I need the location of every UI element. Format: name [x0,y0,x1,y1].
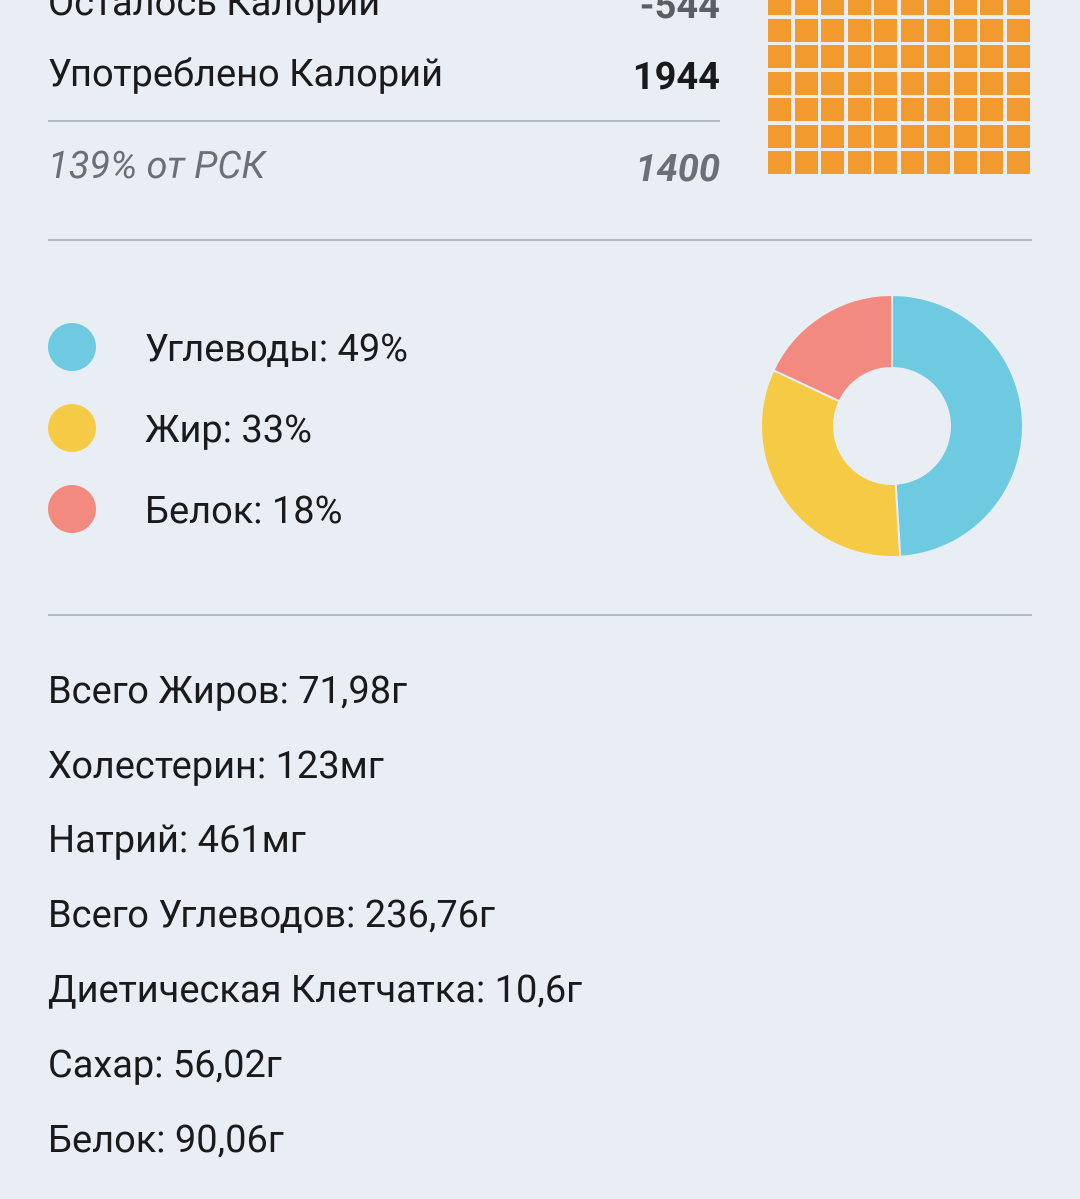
calorie-grid-cell [1006,151,1030,174]
calorie-grid-cell [980,98,1003,121]
calorie-grid-cell [794,45,818,68]
calorie-grid-cell [900,45,924,68]
calorie-grid-cell [821,98,844,121]
calorie-grid-cell [1006,71,1030,95]
calorie-grid-cell [927,71,950,95]
calorie-grid-cell [953,151,977,174]
calorie-grid-cell [768,151,791,174]
calorie-grid-cell [874,18,897,42]
nutrient-cholesterol: Холестерин: 123мг [48,744,384,788]
fat-legend-dot [48,404,96,452]
calorie-grid-cell [794,18,818,42]
calorie-grid-cell [980,0,1003,15]
calorie-grid-cell [847,98,871,121]
section-divider-2 [48,614,1032,616]
calorie-grid-cell [794,0,818,15]
calorie-grid-cell [874,151,897,174]
calorie-grid-cell [847,151,871,174]
donut-slice-carbs [891,294,1024,558]
carbs-legend-label: Углеводы: 49% [145,327,409,371]
calorie-grid-cell [821,45,844,68]
calorie-grid-cell [874,45,897,68]
calorie-grid-cell [821,151,844,174]
rsk-value: 1400 [635,147,720,191]
fat-legend-label: Жир: 33% [145,408,312,452]
calorie-grid-cell [927,45,950,68]
calorie-grid-cell [768,18,791,42]
calorie-grid-cell [953,98,977,121]
calorie-grid-cell [794,98,818,121]
rsk-percent-label: 139% от РСК [48,144,266,188]
calorie-grid-cell [1006,18,1030,42]
calorie-grid-cell [874,124,897,148]
calorie-grid-cell [927,151,950,174]
calorie-grid-cell [953,71,977,95]
calorie-grid-cell [821,124,844,148]
summary-inner-divider [48,120,720,122]
macro-donut-chart [760,294,1024,558]
consumed-calories-label: Употреблено Калорий [48,52,444,96]
calorie-grid-cell [900,0,924,15]
calorie-grid-cell [900,151,924,174]
nutrient-fiber: Диетическая Клетчатка: 10,6г [48,968,583,1012]
remaining-calories-value: -544 [639,0,720,28]
nutrient-sodium: Натрий: 461мг [48,818,306,862]
calorie-grid-cell [1006,0,1030,15]
calorie-grid-cell [900,18,924,42]
calorie-grid-cell [1006,98,1030,121]
calorie-grid-cell [1006,124,1030,148]
calorie-grid-cell [900,98,924,121]
calorie-grid-cell [980,71,1003,95]
calorie-grid [768,0,1030,174]
calorie-grid-cell [953,124,977,148]
calorie-grid-cell [953,0,977,15]
calorie-grid-cell [980,124,1003,148]
calorie-grid-cell [927,18,950,42]
calorie-grid-cell [847,45,871,68]
protein-legend-label: Белок: 18% [145,489,343,533]
nutrient-total-carbs: Всего Углеводов: 236,76г [48,893,495,937]
calorie-grid-cell [768,45,791,68]
calorie-grid-cell [794,151,818,174]
calorie-grid-cell [847,124,871,148]
consumed-calories-value: 1944 [632,55,720,99]
calorie-grid-cell [927,124,950,148]
calorie-grid-cell [794,124,818,148]
calorie-grid-cell [953,18,977,42]
calorie-grid-cell [874,98,897,121]
calorie-grid-cell [980,45,1003,68]
calorie-grid-cell [794,71,818,95]
section-divider-1 [48,239,1032,241]
calorie-grid-cell [821,18,844,42]
calorie-grid-cell [927,0,950,15]
calorie-grid-cell [900,71,924,95]
nutrient-total-fat: Всего Жиров: 71,98г [48,669,408,713]
carbs-legend-dot [48,323,96,371]
calorie-grid-cell [847,71,871,95]
calorie-grid-cell [953,45,977,68]
nutrient-sugar: Сахар: 56,02г [48,1043,282,1087]
calorie-grid-cell [980,18,1003,42]
calorie-grid-cell [768,71,791,95]
calorie-grid-cell [1006,45,1030,68]
nutrient-protein: Белок: 90,06г [48,1118,284,1162]
calorie-grid-cell [927,98,950,121]
remaining-calories-label: Осталось Калорий [48,0,381,25]
calorie-grid-cell [768,0,791,15]
calorie-grid-cell [768,98,791,121]
calorie-grid-cell [980,151,1003,174]
protein-legend-dot [48,485,96,533]
calorie-grid-cell [874,71,897,95]
calorie-grid-cell [900,124,924,148]
calorie-grid-cell [768,124,791,148]
calorie-grid-cell [847,0,871,15]
calorie-grid-cell [874,0,897,15]
donut-slice-fat [760,368,902,558]
donut-slice-protein [772,294,893,403]
calorie-grid-cell [821,71,844,95]
calorie-grid-cell [847,18,871,42]
calorie-grid-cell [821,0,844,15]
